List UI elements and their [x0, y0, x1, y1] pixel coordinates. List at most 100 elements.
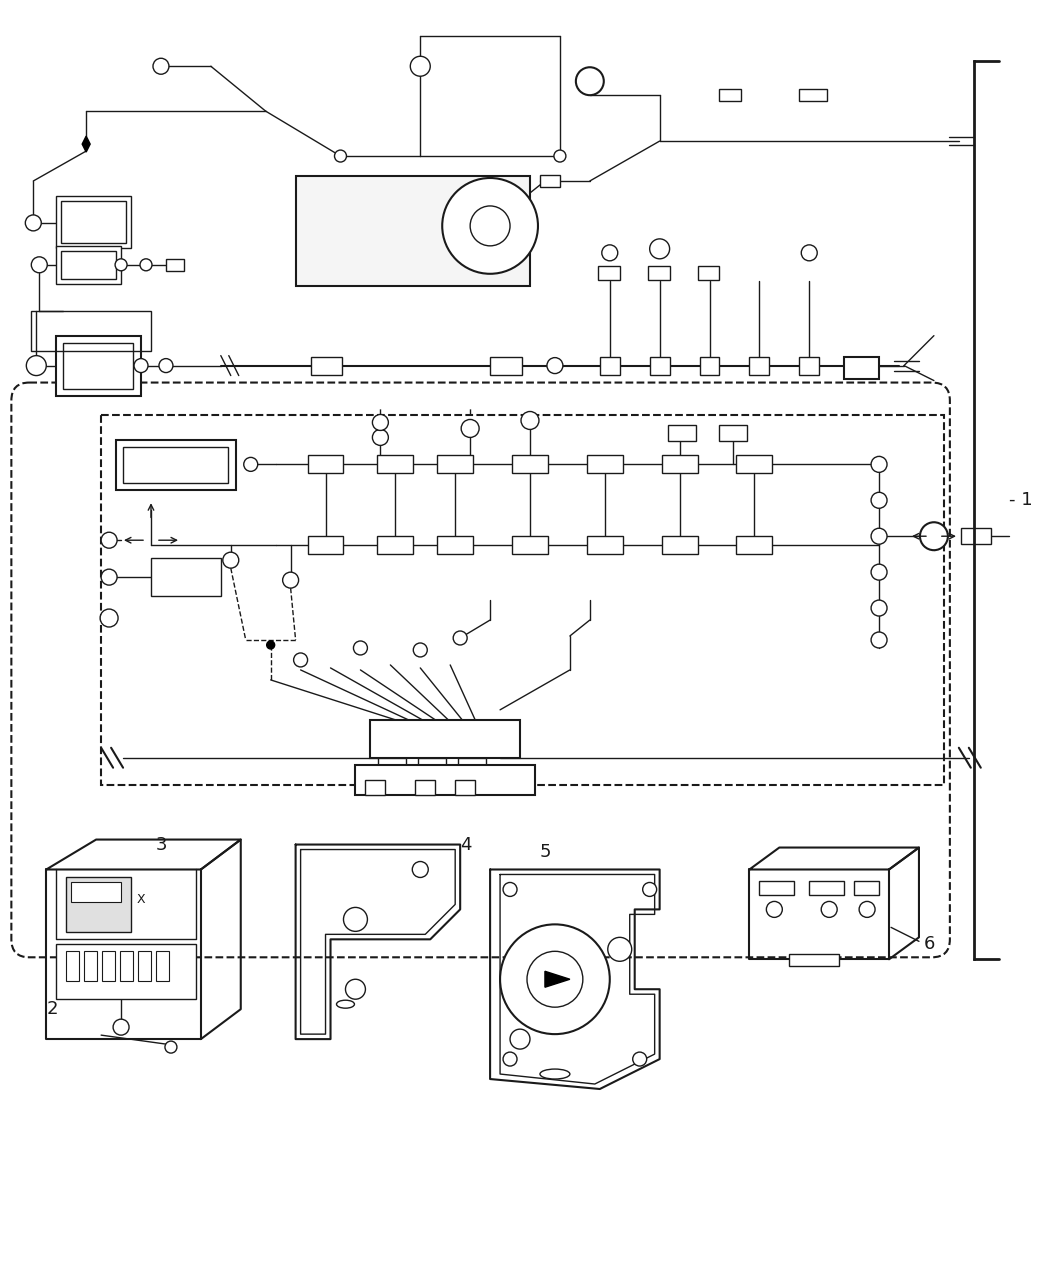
Text: 2: 2	[46, 1000, 58, 1018]
Circle shape	[608, 937, 632, 962]
Bar	[57, 944, 196, 1000]
Bar	[437, 537, 474, 555]
Bar	[61, 201, 126, 243]
Text: X: X	[136, 893, 145, 906]
Bar	[961, 528, 991, 544]
Bar	[365, 780, 385, 795]
Circle shape	[643, 883, 656, 897]
Circle shape	[411, 56, 430, 76]
Bar	[719, 425, 748, 441]
Bar	[699, 356, 719, 374]
Circle shape	[134, 359, 148, 373]
Bar	[759, 881, 794, 895]
Bar	[311, 356, 342, 374]
Circle shape	[223, 552, 238, 569]
Ellipse shape	[336, 1000, 355, 1009]
Bar	[102, 951, 116, 981]
Circle shape	[575, 67, 604, 95]
Circle shape	[602, 244, 617, 261]
Circle shape	[414, 642, 427, 656]
Circle shape	[116, 258, 127, 271]
Circle shape	[100, 609, 118, 627]
Circle shape	[244, 458, 257, 472]
Polygon shape	[82, 136, 90, 153]
Circle shape	[335, 150, 346, 162]
Bar	[57, 196, 131, 248]
Circle shape	[140, 258, 152, 271]
Bar	[750, 356, 770, 374]
Circle shape	[442, 178, 538, 273]
Bar	[854, 881, 879, 895]
Circle shape	[527, 951, 583, 1007]
Bar	[296, 176, 530, 286]
Circle shape	[282, 572, 298, 588]
Bar	[490, 356, 522, 374]
Bar	[308, 455, 343, 473]
Bar	[799, 356, 819, 374]
Bar	[356, 764, 534, 795]
Bar	[587, 455, 623, 473]
Bar	[66, 878, 131, 932]
Circle shape	[470, 206, 510, 245]
Circle shape	[101, 532, 118, 548]
Bar	[736, 455, 773, 473]
Circle shape	[113, 1019, 129, 1035]
Bar	[600, 356, 620, 374]
Bar	[458, 758, 486, 776]
Circle shape	[872, 565, 887, 580]
Circle shape	[373, 430, 388, 445]
Bar	[57, 245, 121, 284]
Bar	[377, 537, 414, 555]
Bar	[418, 758, 446, 776]
Bar	[648, 266, 670, 280]
Circle shape	[872, 492, 887, 509]
Circle shape	[920, 523, 948, 551]
Bar	[799, 89, 827, 102]
Circle shape	[32, 257, 47, 272]
Bar	[71, 883, 121, 902]
Circle shape	[766, 902, 782, 917]
Circle shape	[547, 357, 563, 374]
Circle shape	[872, 528, 887, 544]
Bar	[790, 954, 839, 967]
Bar	[123, 448, 228, 483]
Circle shape	[801, 244, 817, 261]
Bar	[844, 356, 879, 379]
Bar	[416, 780, 436, 795]
Bar	[512, 537, 548, 555]
Bar	[101, 416, 944, 785]
Circle shape	[101, 569, 118, 585]
Circle shape	[345, 979, 365, 1000]
Circle shape	[821, 902, 837, 917]
Text: 6: 6	[924, 935, 936, 953]
Bar	[456, 780, 476, 795]
Bar	[540, 176, 560, 187]
Circle shape	[294, 653, 308, 667]
Bar	[650, 356, 670, 374]
Circle shape	[454, 631, 467, 645]
Bar	[597, 266, 620, 280]
Bar	[166, 258, 184, 271]
Circle shape	[343, 907, 368, 931]
Circle shape	[267, 641, 275, 649]
Circle shape	[25, 215, 41, 232]
Bar	[57, 336, 141, 396]
Circle shape	[500, 925, 610, 1034]
Text: 4: 4	[460, 836, 471, 854]
Circle shape	[503, 883, 517, 897]
Bar	[32, 310, 151, 351]
Circle shape	[859, 902, 875, 917]
Bar	[736, 537, 773, 555]
Bar	[151, 558, 220, 597]
Bar	[810, 881, 844, 895]
Circle shape	[554, 150, 566, 162]
Bar	[66, 951, 79, 981]
Circle shape	[413, 861, 428, 878]
Text: 3: 3	[156, 836, 168, 854]
Circle shape	[354, 641, 368, 655]
Circle shape	[521, 411, 539, 430]
Bar	[437, 455, 474, 473]
Bar	[587, 537, 623, 555]
Bar	[63, 342, 133, 388]
Circle shape	[872, 632, 887, 647]
